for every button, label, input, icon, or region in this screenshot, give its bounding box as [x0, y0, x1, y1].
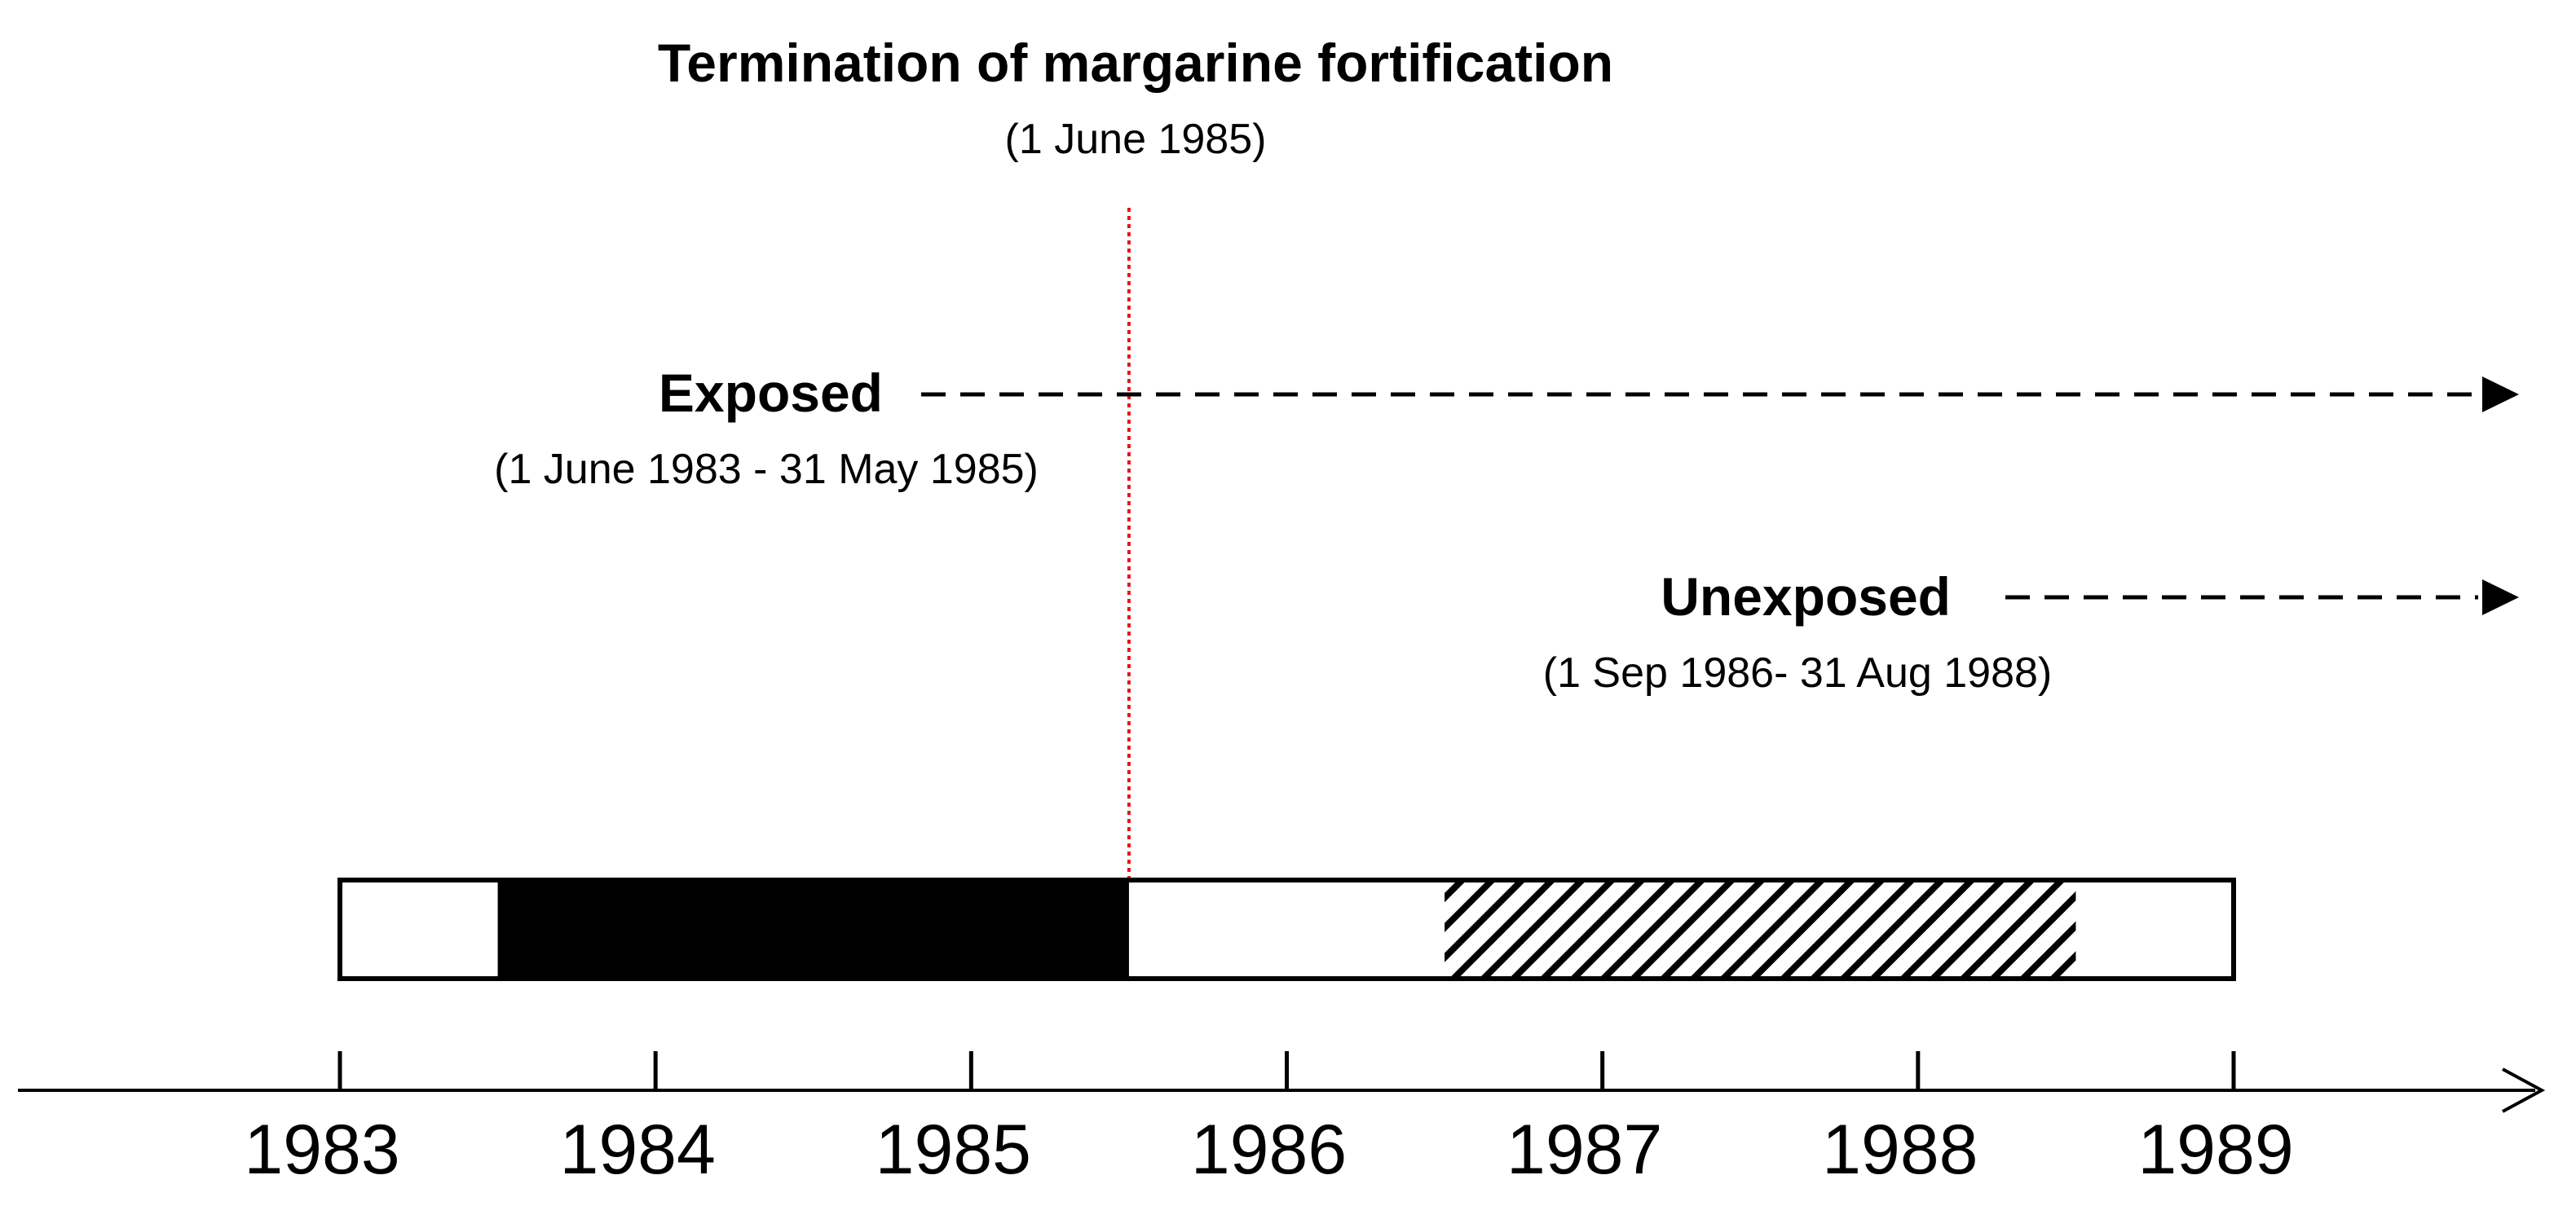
title-date: (1 June 1985) [1005, 116, 1267, 163]
title: Termination of margarine fortification [658, 33, 1613, 93]
unexposed-label: Unexposed [1661, 566, 1951, 627]
time-axis-arrowhead [2502, 1067, 2546, 1113]
year-label-1987: 1987 [1506, 1111, 1662, 1189]
unexposed-arrowhead [2482, 579, 2519, 615]
unexposed-period-bar [1445, 882, 2076, 976]
year-label-1984: 1984 [560, 1111, 716, 1189]
timeline-bar-border [337, 878, 2236, 981]
exposed-arrowhead [2482, 376, 2519, 412]
year-label-1989: 1989 [2137, 1111, 2293, 1189]
axis-ticks: 1983 1984 1985 1986 1987 1988 1989 [244, 1051, 2294, 1189]
exposed-label: Exposed [659, 363, 883, 423]
year-label-1988: 1988 [1822, 1111, 1978, 1189]
unexposed-period: (1 Sep 1986- 31 Aug 1988) [1543, 649, 2052, 697]
year-label-1983: 1983 [244, 1111, 399, 1189]
year-label-1985: 1985 [876, 1111, 1031, 1189]
exposed-period-bar [497, 880, 1129, 979]
year-label-1986: 1986 [1191, 1111, 1347, 1189]
exposed-period: (1 June 1983 - 31 May 1985) [494, 446, 1039, 493]
